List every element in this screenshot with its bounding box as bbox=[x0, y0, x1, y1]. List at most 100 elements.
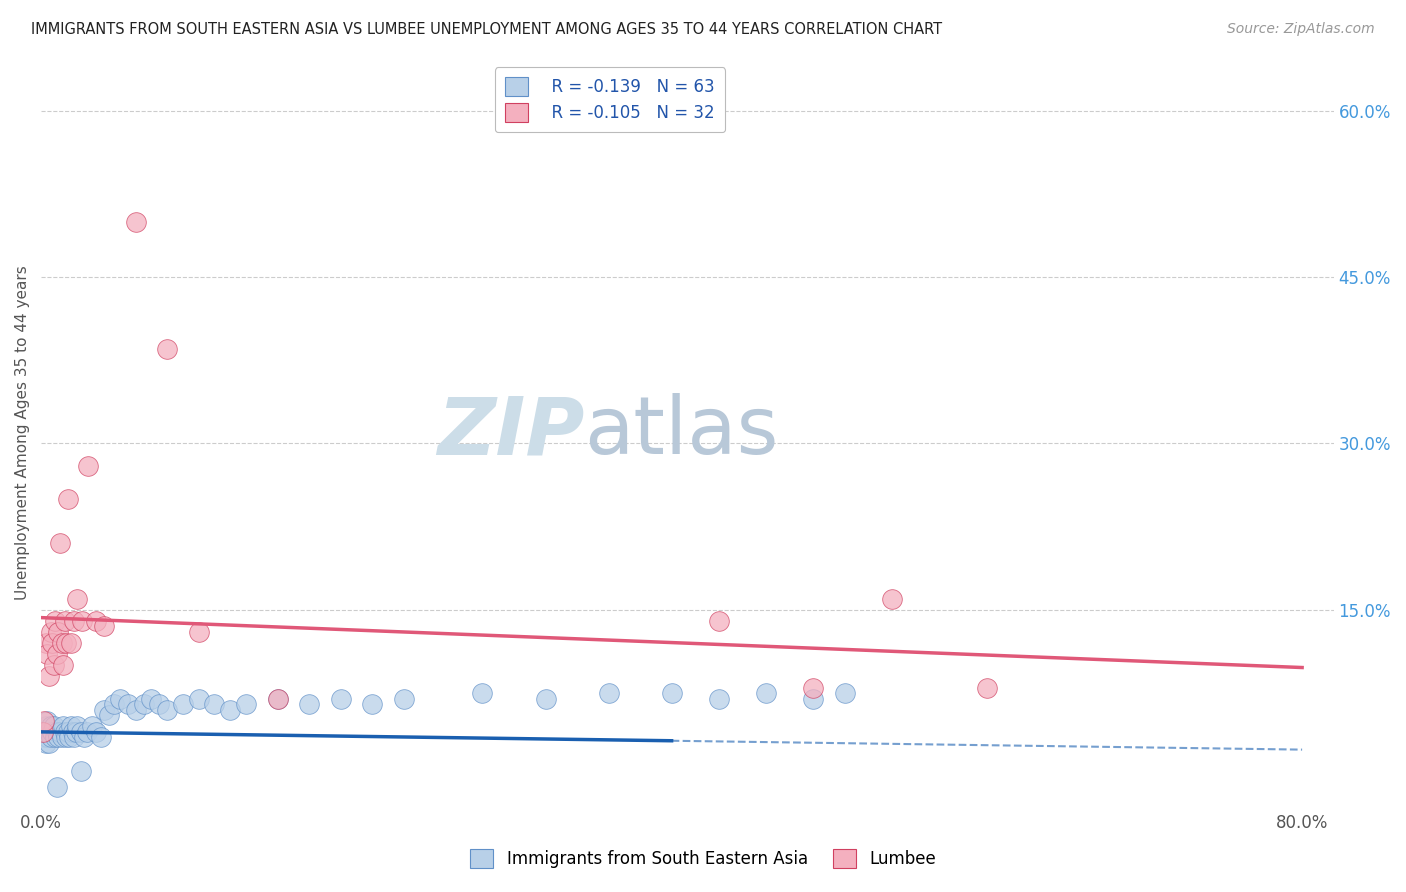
Point bbox=[48, 625, 70, 640]
Point bbox=[598, 686, 620, 700]
Point bbox=[66, 591, 89, 606]
Point bbox=[53, 724, 76, 739]
Point bbox=[882, 591, 904, 606]
Point bbox=[37, 647, 59, 661]
Point bbox=[141, 691, 163, 706]
Point bbox=[39, 719, 62, 733]
Point bbox=[298, 697, 321, 711]
Legend:   R = -0.139   N = 63,   R = -0.105   N = 32: R = -0.139 N = 63, R = -0.105 N = 32 bbox=[495, 67, 725, 132]
Text: IMMIGRANTS FROM SOUTH EASTERN ASIA VS LUMBEE UNEMPLOYMENT AMONG AGES 35 TO 44 YE: IMMIGRANTS FROM SOUTH EASTERN ASIA VS LU… bbox=[31, 22, 942, 37]
Point bbox=[35, 719, 58, 733]
Point bbox=[63, 731, 86, 745]
Point bbox=[48, 731, 70, 745]
Point bbox=[156, 703, 179, 717]
Point bbox=[32, 714, 55, 728]
Point bbox=[62, 724, 84, 739]
Point bbox=[534, 691, 557, 706]
Point bbox=[661, 686, 683, 700]
Point bbox=[53, 614, 76, 628]
Point bbox=[361, 697, 384, 711]
Point bbox=[156, 342, 179, 356]
Point bbox=[266, 691, 288, 706]
Point bbox=[329, 691, 352, 706]
Point bbox=[45, 780, 67, 795]
Point bbox=[51, 636, 73, 650]
Point bbox=[52, 658, 75, 673]
Point bbox=[45, 724, 67, 739]
Point bbox=[84, 724, 107, 739]
Point bbox=[63, 614, 86, 628]
Point bbox=[38, 724, 60, 739]
Legend: Immigrants from South Eastern Asia, Lumbee: Immigrants from South Eastern Asia, Lumb… bbox=[463, 842, 943, 875]
Point bbox=[44, 614, 66, 628]
Point bbox=[93, 703, 115, 717]
Point bbox=[37, 714, 59, 728]
Point bbox=[51, 731, 73, 745]
Point bbox=[471, 686, 494, 700]
Point bbox=[55, 731, 77, 745]
Point bbox=[60, 636, 83, 650]
Point bbox=[76, 724, 98, 739]
Point bbox=[69, 724, 91, 739]
Point bbox=[44, 731, 66, 745]
Point bbox=[55, 636, 77, 650]
Point bbox=[235, 697, 257, 711]
Point bbox=[834, 686, 856, 700]
Point bbox=[38, 669, 60, 683]
Point bbox=[32, 724, 55, 739]
Point bbox=[35, 736, 58, 750]
Y-axis label: Unemployment Among Ages 35 to 44 years: Unemployment Among Ages 35 to 44 years bbox=[15, 265, 30, 599]
Point bbox=[66, 719, 89, 733]
Point bbox=[392, 691, 415, 706]
Point bbox=[97, 708, 120, 723]
Point bbox=[103, 697, 125, 711]
Point bbox=[41, 724, 63, 739]
Point bbox=[69, 764, 91, 778]
Point bbox=[125, 214, 148, 228]
Point bbox=[39, 625, 62, 640]
Point bbox=[219, 703, 242, 717]
Point bbox=[42, 658, 65, 673]
Point bbox=[65, 724, 87, 739]
Point bbox=[49, 724, 72, 739]
Point bbox=[204, 697, 226, 711]
Text: Source: ZipAtlas.com: Source: ZipAtlas.com bbox=[1227, 22, 1375, 37]
Point bbox=[35, 636, 58, 650]
Point bbox=[125, 703, 148, 717]
Point bbox=[37, 731, 59, 745]
Point bbox=[49, 536, 72, 550]
Point bbox=[803, 691, 825, 706]
Point bbox=[73, 731, 96, 745]
Point bbox=[117, 697, 139, 711]
Text: atlas: atlas bbox=[583, 393, 779, 471]
Point bbox=[803, 681, 825, 695]
Text: ZIP: ZIP bbox=[437, 393, 583, 471]
Point bbox=[45, 647, 67, 661]
Point bbox=[77, 458, 100, 473]
Point bbox=[266, 691, 288, 706]
Point bbox=[56, 491, 79, 506]
Point bbox=[80, 719, 103, 733]
Point bbox=[58, 731, 80, 745]
Point bbox=[93, 619, 115, 633]
Point bbox=[31, 724, 53, 739]
Point bbox=[84, 614, 107, 628]
Point bbox=[42, 719, 65, 733]
Point bbox=[108, 691, 131, 706]
Point bbox=[38, 736, 60, 750]
Point bbox=[39, 731, 62, 745]
Point bbox=[187, 625, 209, 640]
Point bbox=[52, 719, 75, 733]
Point bbox=[187, 691, 209, 706]
Point bbox=[56, 724, 79, 739]
Point bbox=[70, 614, 93, 628]
Point bbox=[60, 719, 83, 733]
Point bbox=[148, 697, 170, 711]
Point bbox=[31, 731, 53, 745]
Point bbox=[707, 691, 730, 706]
Point bbox=[172, 697, 194, 711]
Point bbox=[41, 636, 63, 650]
Point bbox=[976, 681, 998, 695]
Point bbox=[90, 731, 112, 745]
Point bbox=[707, 614, 730, 628]
